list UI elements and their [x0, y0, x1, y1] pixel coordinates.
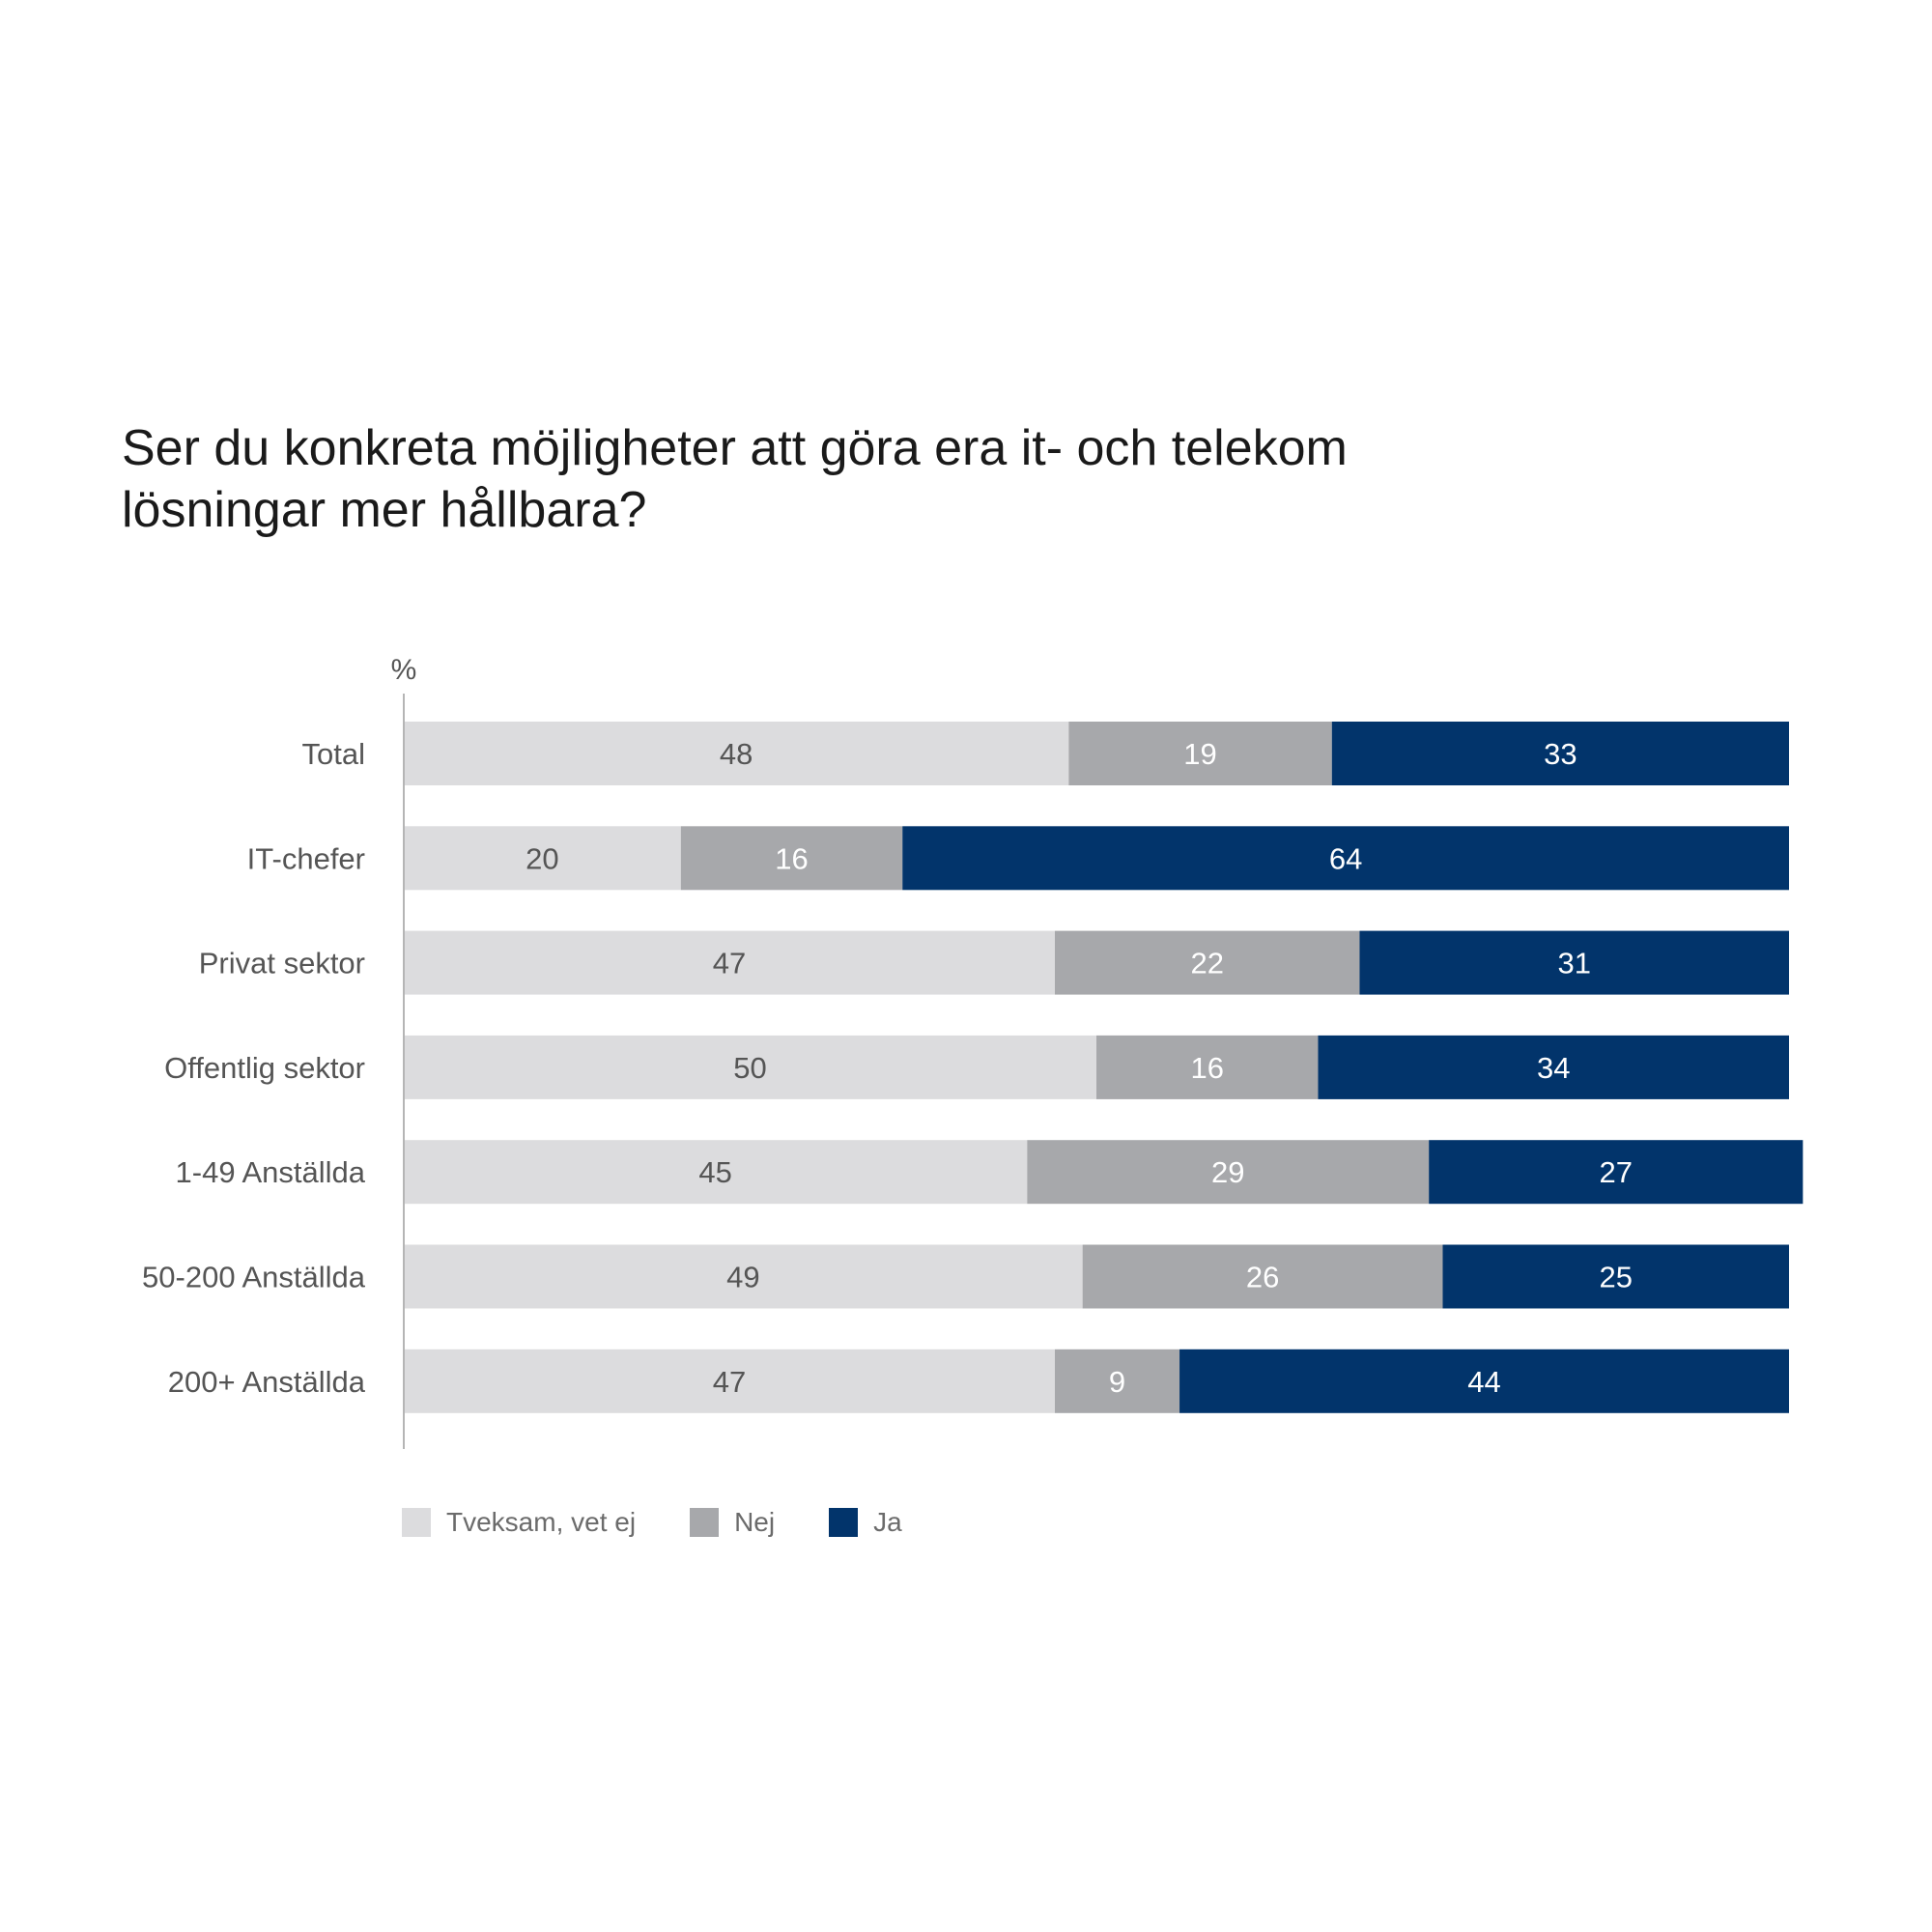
- legend-label: Tveksam, vet ej: [446, 1507, 637, 1537]
- data-label: 16: [1190, 1051, 1223, 1085]
- legend-item: Nej: [690, 1507, 775, 1538]
- bar-segment: [1096, 1035, 1319, 1099]
- category-label: Offentlig sektor: [164, 1051, 365, 1085]
- data-label: 26: [1246, 1261, 1279, 1294]
- bar-segment: [1027, 1140, 1430, 1205]
- data-label: 20: [526, 841, 558, 875]
- bar-segment: [1442, 1244, 1789, 1309]
- bar-segment: [1359, 930, 1789, 995]
- bar-segment: [902, 826, 1789, 891]
- category-label: 50-200 Anställda: [142, 1261, 366, 1294]
- data-label: 47: [713, 947, 746, 980]
- bar-segment: [404, 930, 1055, 995]
- chart-legend: Tveksam, vet ej Nej Ja: [402, 1507, 956, 1538]
- category-label: 200+ Anställda: [168, 1365, 366, 1399]
- data-label: 50: [733, 1051, 766, 1085]
- legend-item: Ja: [829, 1507, 902, 1538]
- category-label: Privat sektor: [199, 947, 365, 980]
- data-label: 49: [726, 1261, 759, 1294]
- bar-segment: [1054, 930, 1360, 995]
- bar-segment: [1318, 1035, 1789, 1099]
- data-label: 25: [1600, 1261, 1633, 1294]
- chart-title-line-1: Ser du konkreta möjligheter att göra era…: [122, 420, 1348, 476]
- bar-segment: [1331, 722, 1789, 785]
- data-label: 9: [1109, 1365, 1125, 1399]
- bar-segment: [1179, 1349, 1789, 1413]
- legend-label: Ja: [873, 1507, 902, 1537]
- chart-title-line-2: lösningar mer hållbara?: [122, 482, 647, 538]
- data-label: 29: [1211, 1155, 1244, 1189]
- bar-segment: [404, 1035, 1096, 1099]
- legend-swatch: [829, 1508, 859, 1537]
- data-label: 22: [1190, 947, 1223, 980]
- chart-title: Ser du konkreta möjligheter att göra era…: [122, 417, 1571, 541]
- bar-segment: [404, 1244, 1083, 1309]
- data-label: 44: [1467, 1365, 1500, 1399]
- data-label: 48: [720, 737, 753, 771]
- bar-segment: [1429, 1140, 1804, 1205]
- unit-label: %: [391, 654, 417, 686]
- legend-label: Nej: [734, 1507, 776, 1537]
- category-label: IT-chefer: [247, 841, 365, 875]
- data-label: 45: [698, 1155, 731, 1189]
- data-label: 34: [1537, 1051, 1570, 1085]
- bar-segment: [1054, 1349, 1180, 1413]
- bar-segment: [404, 1140, 1028, 1205]
- legend-swatch: [402, 1508, 431, 1537]
- legend-item: Tveksam, vet ej: [402, 1507, 636, 1538]
- legend-swatch: [690, 1508, 720, 1537]
- data-label: 19: [1183, 737, 1216, 771]
- bar-segment: [404, 1349, 1055, 1413]
- data-label: 31: [1557, 947, 1590, 980]
- data-label: 33: [1544, 737, 1577, 771]
- category-label: 1-49 Anställda: [176, 1155, 366, 1189]
- data-label: 47: [713, 1365, 746, 1399]
- bar-segment: [1068, 722, 1332, 785]
- bar-segment: [680, 826, 903, 891]
- data-label: 64: [1329, 841, 1362, 875]
- category-label: Total: [302, 737, 365, 771]
- data-label: 16: [775, 841, 808, 875]
- bar-segment: [404, 722, 1069, 785]
- bar-segment: [404, 826, 681, 891]
- data-label: 27: [1600, 1155, 1633, 1189]
- stacked-bar-chart: % Total 48 19 33 IT-chefer 20 16 64 Privat sektor…: [142, 654, 1804, 1449]
- bar-segment: [1082, 1244, 1443, 1309]
